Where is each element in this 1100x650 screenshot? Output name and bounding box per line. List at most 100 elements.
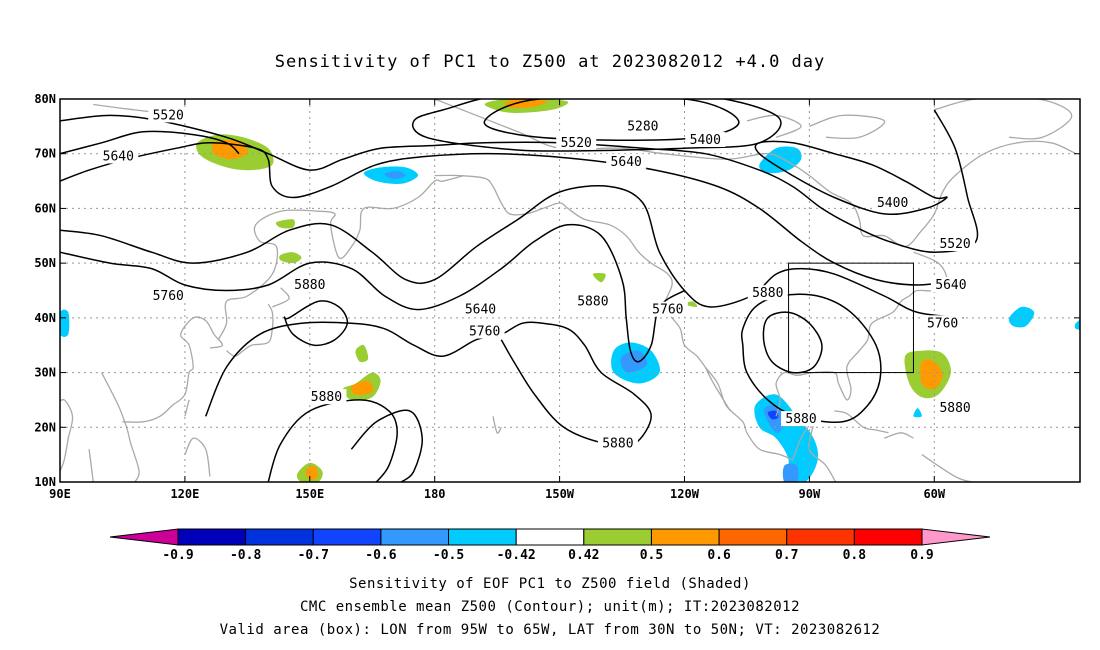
contour-label-1: 5640 (103, 149, 134, 164)
contour-5760-7 (60, 223, 685, 363)
contour-label-7: 5880 (577, 294, 608, 309)
contour-5640-5 (60, 142, 964, 286)
longitude-axis: 90E 120E 150E 180 150W 120W 90W 60W (49, 99, 946, 501)
contour-label-18: 5880 (752, 286, 783, 301)
colorbar-label: -0.7 (298, 548, 329, 563)
lon-tick-label: 90W (799, 487, 821, 501)
contour-label-bg-7 (572, 293, 613, 309)
colorbar-swatch-6 (583, 528, 652, 546)
lat-tick-label: 80N (34, 92, 56, 106)
contour-5400-2 (754, 140, 948, 216)
colorbar-over-triangle (921, 528, 991, 546)
valid-area-box (788, 262, 914, 374)
contour-label-14: 5400 (877, 196, 908, 211)
contour-label-bg-1 (98, 148, 139, 164)
contour-label-19: 5880 (785, 412, 816, 427)
coastline-10 (704, 366, 731, 412)
contour-5400-1 (411, 99, 782, 152)
gridlines (60, 99, 1080, 482)
colorbar-swatch-7 (650, 528, 720, 546)
valid-area-rect (788, 262, 914, 374)
contour-label-bg-19 (781, 411, 822, 427)
shaded-region-7 (275, 219, 295, 229)
colorbar-swatch-10 (853, 528, 923, 546)
shaded-region-18 (620, 350, 648, 373)
colorbar-swatch-0 (177, 528, 247, 546)
contour-label-bg-17 (922, 315, 963, 331)
colorbar-under-triangle (109, 528, 179, 546)
contour-label-0: 5520 (153, 108, 184, 123)
contour-label-bg-3 (289, 277, 330, 293)
colorbar-swatch-5 (515, 528, 585, 546)
contour-label-bg-10 (556, 134, 597, 150)
caption-line-2: CMC ensemble mean Z500 (Contour); unit(m… (300, 599, 800, 615)
contour-label-11: 5640 (611, 155, 642, 170)
colorbar-label: 0.9 (910, 548, 933, 563)
contour-label-bg-18 (747, 285, 788, 301)
lat-tick-label: 50N (34, 256, 56, 270)
lon-tick-label: 150E (295, 487, 324, 501)
caption-line-3: Valid area (box): LON from 95W to 65W, L… (220, 622, 881, 638)
contour-label-10: 5520 (561, 136, 592, 151)
lon-tick-label: 120W (670, 487, 700, 501)
contour-label-bg-9 (647, 301, 688, 317)
shaded-region-5 (384, 171, 406, 179)
contour-5880-9 (205, 321, 652, 448)
contour-label-bg-4 (306, 389, 347, 405)
lat-tick-label: 70N (34, 147, 56, 161)
colorbar-swatch-2 (312, 528, 382, 546)
contour-5280-0 (483, 99, 740, 141)
contour-5760-6 (60, 185, 964, 319)
coastline-4 (217, 174, 464, 341)
contour-label-bg-6 (464, 323, 505, 339)
colorbar-swatch-8 (718, 528, 788, 546)
contour-label-bg-0 (148, 107, 189, 123)
colorbar-swatch-1 (245, 528, 314, 546)
contour-labels: 5520 5640 5760 5880 5880 5640 5760 5880 5880 5760… (98, 107, 976, 452)
contour-label-13: 5400 (690, 133, 721, 148)
map-panel: 5520 5640 5760 5880 5880 5640 5760 5880 5880 5760… (34, 92, 1081, 501)
lat-tick-label: 40N (34, 311, 56, 325)
colorbar-label: 0.5 (640, 548, 663, 563)
contour-label-bg-16 (930, 277, 971, 293)
contour-label-15: 5520 (939, 237, 970, 252)
colorbar: -0.9 -0.8 -0.7 -0.6 -0.5 -0.42 0.42 0.5 0.6 0.7 0.… (109, 528, 991, 563)
colorbar-label: -0.9 (162, 548, 193, 563)
colorbar-label: 0.6 (707, 548, 731, 563)
contour-label-20: 5880 (939, 401, 970, 416)
lon-tick-label: 90E (49, 487, 71, 501)
contour-5880-11 (267, 399, 398, 482)
coastline-8 (184, 437, 211, 477)
contour-label-17: 5760 (927, 316, 958, 331)
contour-label-bg-15 (935, 235, 976, 251)
coastline-13 (834, 410, 889, 434)
shaded-region-15 (592, 273, 606, 283)
colorbar-label: -0.8 (230, 548, 261, 563)
colorbar-label: 0.7 (775, 548, 798, 563)
colorbar-label: -0.5 (433, 548, 464, 563)
contour-label-bg-2 (148, 287, 189, 303)
shaded-region-26 (1074, 319, 1080, 330)
shaded-region-13 (305, 465, 319, 480)
contour-5880-10 (283, 300, 349, 347)
map-frame (59, 98, 1081, 483)
contour-5880-8 (740, 293, 882, 423)
colorbar-swatch-4 (448, 528, 517, 546)
contour-label-bg-14 (872, 194, 913, 210)
lat-tick-label: 30N (34, 366, 56, 380)
shaded-region-11 (350, 380, 373, 395)
colorbar-label: -0.6 (365, 548, 396, 563)
colorbar-swatch-9 (786, 528, 855, 546)
shaded-region-14 (60, 309, 70, 337)
shaded-region-25 (1008, 306, 1035, 328)
contour-label-4: 5880 (311, 390, 342, 405)
coastline-19 (746, 114, 802, 138)
lat-tick-label: 20N (34, 420, 56, 434)
contour-label-6: 5760 (469, 325, 500, 340)
colorbar-label: 0.8 (843, 548, 867, 563)
latitude-axis: 80N 70N 60N 50N 40N 30N 20N 10N (34, 92, 1080, 489)
colorbar-swatch-3 (380, 528, 450, 546)
contour-label-bg-11 (606, 153, 647, 169)
contour-label-bg-13 (685, 132, 726, 148)
